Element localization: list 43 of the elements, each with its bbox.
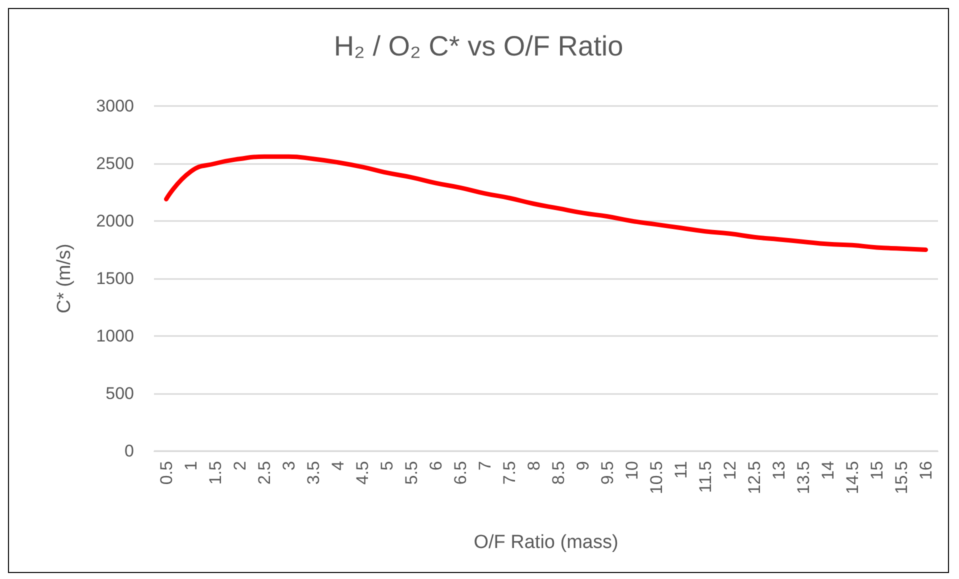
x-tick-label: 13.5 <box>794 461 813 494</box>
x-tick-label: 1 <box>181 461 200 470</box>
chart-title: H₂ / O₂ C* vs O/F Ratio <box>334 30 624 62</box>
x-tick-label: 7.5 <box>500 461 519 485</box>
y-tick-label: 3000 <box>96 96 134 116</box>
x-tick-label: 1.5 <box>206 461 225 485</box>
x-tick-label: 5 <box>377 461 396 470</box>
y-tick-label: 500 <box>106 384 134 403</box>
x-tick-label: 12 <box>720 461 740 480</box>
x-tick-label: 4.5 <box>352 461 372 485</box>
y-tick-label: 1500 <box>96 269 134 288</box>
x-tick-label: 11.5 <box>696 461 715 493</box>
x-tick-label: 2 <box>230 461 250 470</box>
y-tick-label: 0 <box>124 442 134 460</box>
y-axis-title: C* (m/s) <box>54 244 75 314</box>
x-tick-label: 3.5 <box>304 461 323 485</box>
x-tick-label: 11 <box>671 461 690 479</box>
x-tick-label: 14 <box>818 461 838 480</box>
x-tick-label: 12.5 <box>744 461 764 494</box>
x-tick-label: 3 <box>279 461 298 470</box>
x-tick-label: 2.5 <box>254 461 274 485</box>
x-tick-label: 10.5 <box>646 461 666 494</box>
x-tick-label: 4 <box>328 461 348 470</box>
x-tick-label: 8 <box>524 461 544 470</box>
x-tick-label: 9 <box>573 461 592 470</box>
x-tick-label: 10 <box>622 461 642 480</box>
x-tick-label: 9.5 <box>598 461 617 485</box>
y-tick-label: 1000 <box>96 326 134 346</box>
x-tick-label: 15 <box>867 461 886 480</box>
y-tick-label: 2000 <box>96 212 134 230</box>
y-tick-label: 2500 <box>96 154 134 173</box>
x-tick-label: 6 <box>426 461 446 470</box>
x-tick-label: 6.5 <box>450 461 470 485</box>
x-axis-title: O/F Ratio (mass) <box>474 532 618 553</box>
x-tick-label: 7 <box>475 461 494 470</box>
line-series <box>164 154 928 252</box>
x-tick-label: 5.5 <box>402 461 421 485</box>
x-tick-label: 0.5 <box>156 461 176 485</box>
x-tick-label: 14.5 <box>842 461 862 494</box>
x-tick-label: 15.5 <box>892 461 911 494</box>
x-tick-label: 8.5 <box>548 461 568 485</box>
x-tick-label: 13 <box>769 461 788 480</box>
x-tick-label: 16 <box>916 461 936 480</box>
